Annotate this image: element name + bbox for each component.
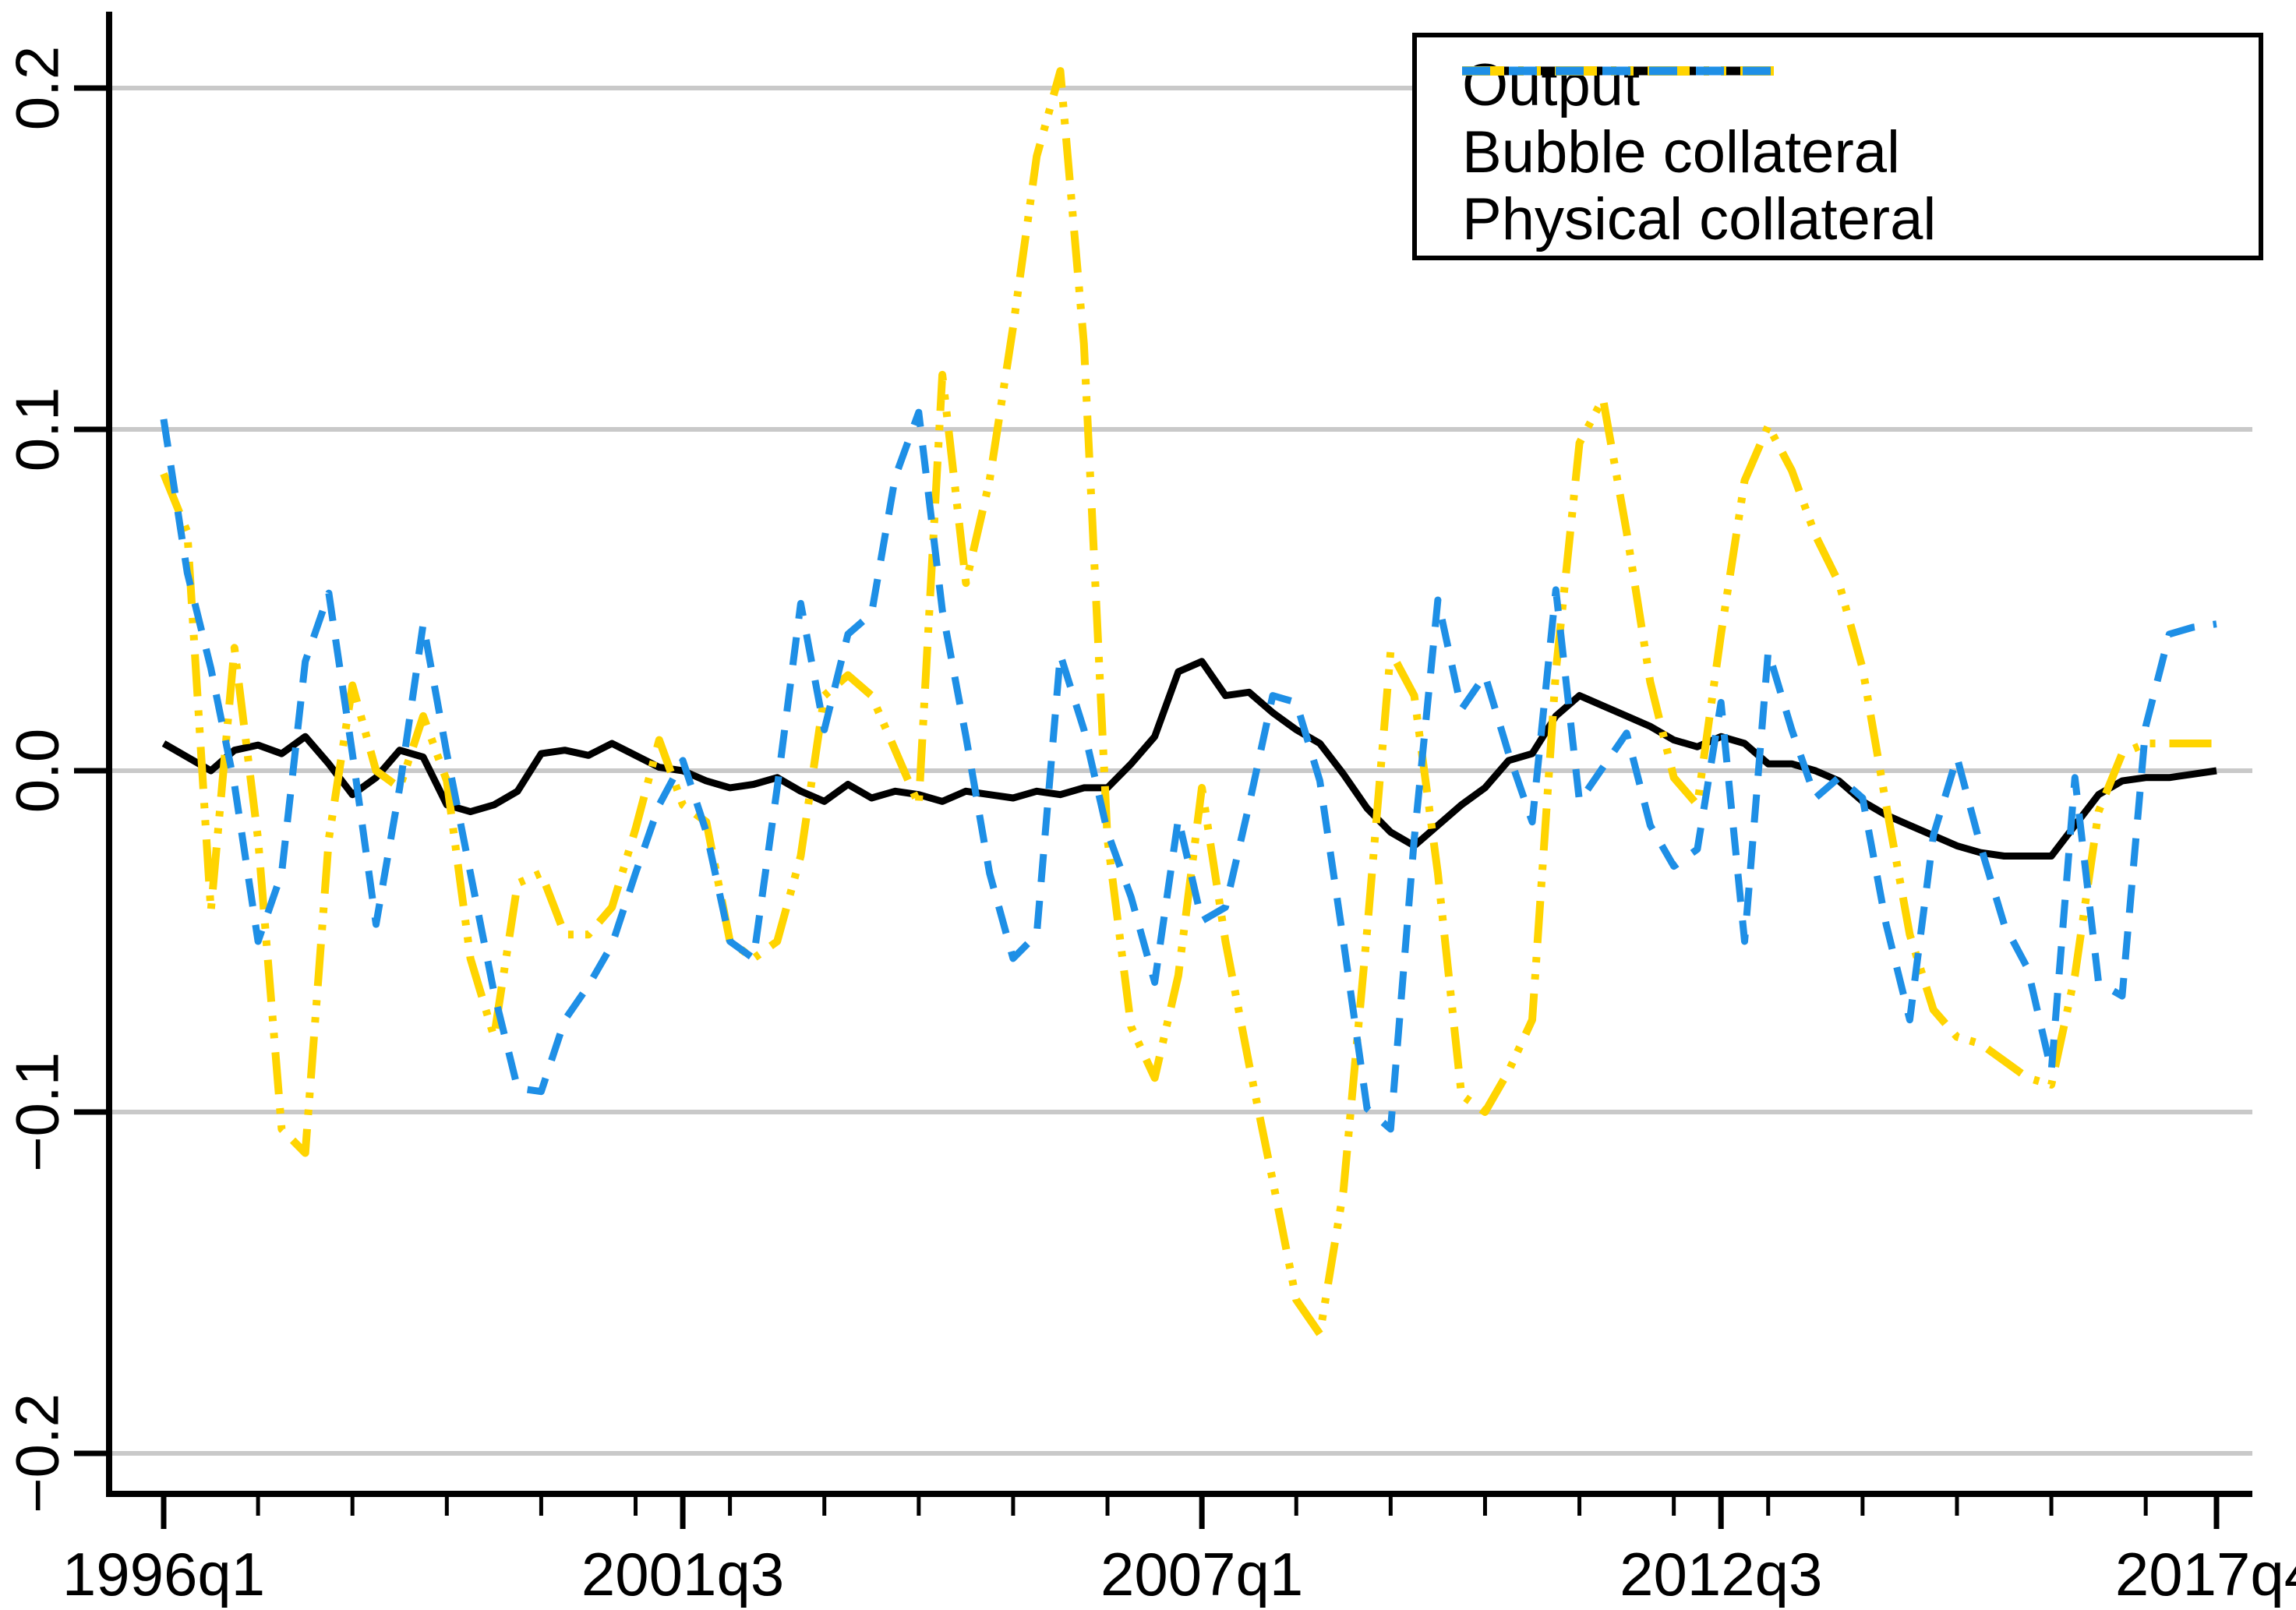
y-axis-label--0.1: −0.1 [2,1052,72,1172]
x-axis-label-2012q3: 2012q3 [1620,1540,1823,1608]
legend: Output Bubble collateral Physical collat… [1412,33,2263,260]
x-axis-label-1996q1: 1996q1 [62,1540,266,1608]
legend-entry-bubble-collateral: Bubble collateral [1417,66,2259,185]
series-line-bubble-collateral [160,67,2217,1338]
y-axis-label-0.2: 0.2 [2,45,72,131]
x-axis-label-2017q4: 2017q4 [2114,1540,2296,1608]
x-axis-label-2001q3: 2001q3 [581,1540,785,1608]
x-axis-label-2007q1: 2007q1 [1100,1540,1304,1608]
y-axis-label-0.0: 0.0 [2,728,72,814]
series-line-output [161,658,2217,860]
physical-collateral-line-sample-icon [1462,66,1774,76]
y-axis-label--0.2: −0.2 [2,1393,72,1513]
legend-label-bubble-collateral: Bubble collateral [1462,118,1900,185]
legend-entry-physical-collateral: Physical collateral [1417,66,2259,252]
legend-label-output: Output [1462,51,1641,118]
y-axis-label-0.1: 0.1 [2,387,72,472]
legend-label-physical-collateral: Physical collateral [1462,185,1937,252]
